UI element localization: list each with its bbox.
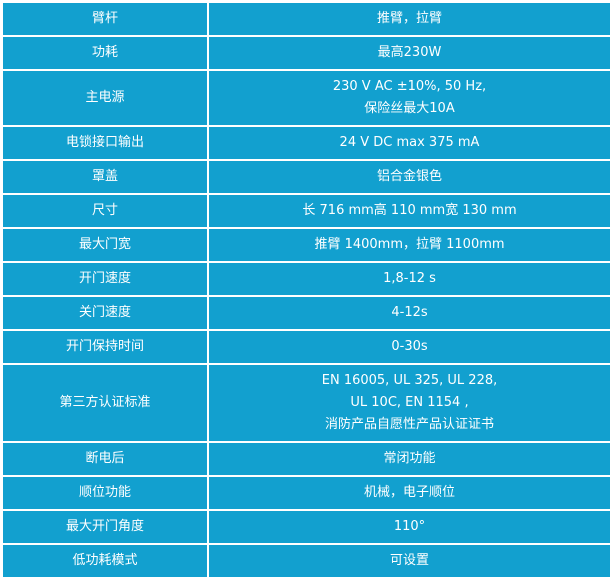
spec-value: 4-12s	[207, 295, 612, 331]
spec-value: 24 V DC max 375 mA	[207, 125, 612, 161]
table-row: 功耗 最高230W	[1, 35, 612, 71]
spec-label: 电锁接口输出	[1, 125, 209, 161]
spec-value-line: 铝合金银色	[376, 169, 442, 184]
spec-value-line: 4-12s	[391, 305, 428, 320]
spec-value-line: 常闭功能	[383, 451, 436, 466]
spec-label: 顺位功能	[1, 475, 209, 511]
table-row: 主电源 230 V AC ±10%, 50 Hz, 保险丝最大10A	[1, 69, 612, 127]
spec-value: 机械，电子顺位	[207, 475, 612, 511]
spec-label: 最大开门角度	[1, 509, 209, 545]
spec-value: 1,8-12 s	[207, 261, 612, 297]
spec-value: 铝合金银色	[207, 159, 612, 195]
spec-label: 关门速度	[1, 295, 209, 331]
spec-value-line: 24 V DC max 375 mA	[339, 135, 480, 150]
spec-label: 断电后	[1, 441, 209, 477]
spec-value: 0-30s	[207, 329, 612, 365]
spec-label: 主电源	[1, 69, 209, 127]
spec-label: 功耗	[1, 35, 209, 71]
table-row: 尺寸 长 716 mm高 110 mm宽 130 mm	[1, 193, 612, 229]
spec-value-line: 长 716 mm高 110 mm宽 130 mm	[302, 203, 517, 218]
table-row: 最大开门角度 110°	[1, 509, 612, 545]
spec-value-line: UL 10C, EN 1154 ,	[350, 395, 469, 410]
table-row: 关门速度 4-12s	[1, 295, 612, 331]
spec-value: 110°	[207, 509, 612, 545]
spec-value-line: 1,8-12 s	[383, 271, 436, 286]
spec-value-line: 230 V AC ±10%, 50 Hz,	[332, 79, 487, 94]
table-row: 低功耗模式 可设置	[1, 543, 612, 579]
spec-value: 推臂，拉臂	[207, 1, 612, 37]
spec-value-line: 110°	[393, 519, 426, 534]
spec-value-line: 0-30s	[391, 339, 428, 354]
spec-value: 最高230W	[207, 35, 612, 71]
spec-value-line: 机械，电子顺位	[363, 485, 455, 500]
spec-label: 开门保持时间	[1, 329, 209, 365]
spec-value: 常闭功能	[207, 441, 612, 477]
table-row: 顺位功能 机械，电子顺位	[1, 475, 612, 511]
spec-label: 第三方认证标准	[1, 363, 209, 443]
spec-value: 长 716 mm高 110 mm宽 130 mm	[207, 193, 612, 229]
spec-label: 最大门宽	[1, 227, 209, 263]
spec-value-line: 最高230W	[377, 45, 442, 60]
spec-value-line: 保险丝最大10A	[364, 101, 455, 116]
spec-label: 臂杆	[1, 1, 209, 37]
table-row: 开门保持时间 0-30s	[1, 329, 612, 365]
spec-label: 罩盖	[1, 159, 209, 195]
spec-value-line: 消防产品自愿性产品认证证书	[324, 417, 494, 432]
spec-value: 可设置	[207, 543, 612, 579]
table-row: 第三方认证标准 EN 16005, UL 325, UL 228, UL 10C, …	[1, 363, 612, 443]
spec-value: EN 16005, UL 325, UL 228, UL 10C, EN 1154…	[207, 363, 612, 443]
table-row: 断电后 常闭功能	[1, 441, 612, 477]
table-row: 罩盖 铝合金银色	[1, 159, 612, 195]
spec-value: 推臂 1400mm，拉臂 1100mm	[207, 227, 612, 263]
spec-value-line: 推臂，拉臂	[376, 11, 442, 26]
spec-value-line: 可设置	[389, 553, 429, 568]
spec-label: 尺寸	[1, 193, 209, 229]
table-row: 最大门宽 推臂 1400mm，拉臂 1100mm	[1, 227, 612, 263]
spec-value-line: EN 16005, UL 325, UL 228,	[321, 373, 498, 388]
table-row: 电锁接口输出 24 V DC max 375 mA	[1, 125, 612, 161]
table-row: 臂杆 推臂，拉臂	[1, 1, 612, 37]
table-row: 开门速度 1,8-12 s	[1, 261, 612, 297]
spec-value: 230 V AC ±10%, 50 Hz, 保险丝最大10A	[207, 69, 612, 127]
spec-value-line: 推臂 1400mm，拉臂 1100mm	[314, 237, 505, 252]
spec-label: 低功耗模式	[1, 543, 209, 579]
spec-label: 开门速度	[1, 261, 209, 297]
